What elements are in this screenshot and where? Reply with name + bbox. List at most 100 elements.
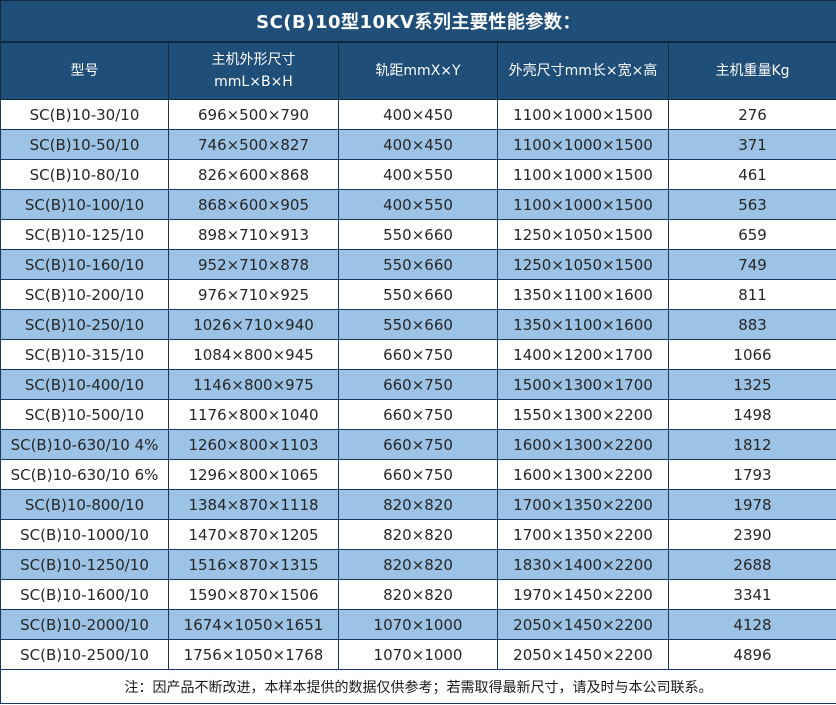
cell-rail-gauge: 550×660 (338, 219, 498, 250)
cell-main-dimensions: 1674×1050×1651 (168, 609, 339, 640)
cell-model: SC(B)10-630/10 6% (0, 459, 169, 490)
cell-main-dimensions: 952×710×878 (168, 249, 339, 280)
cell-main-dimensions: 898×710×913 (168, 219, 339, 250)
cell-main-dimensions: 1296×800×1065 (168, 459, 339, 490)
cell-shell-dimensions: 2050×1450×2200 (497, 609, 669, 640)
cell-model: SC(B)10-160/10 (0, 249, 169, 280)
cell-main-dimensions: 1384×870×1118 (168, 489, 339, 520)
cell-weight: 1325 (667, 369, 836, 400)
cell-rail-gauge: 660×750 (338, 429, 498, 460)
cell-main-dimensions: 1176×800×1040 (168, 399, 339, 430)
cell-rail-gauge: 550×660 (338, 279, 498, 310)
cell-shell-dimensions: 1100×1000×1500 (497, 189, 669, 220)
table-row: SC(B)10-315/10 1084×800×945 660×750 1400×12… (0, 339, 836, 370)
cell-weight: 1066 (667, 339, 836, 370)
cell-model: SC(B)10-400/10 (0, 369, 169, 400)
column-header-model: 型号 (0, 41, 169, 100)
cell-main-dimensions: 696×500×790 (168, 99, 339, 130)
column-header-shell-dimensions: 外壳尺寸mm长×宽×高 (497, 41, 669, 100)
cell-shell-dimensions: 1600×1300×2200 (497, 459, 669, 490)
note-row: 注：因产品不断改进，本样本提供的数据仅供参考；若需取得最新尺寸，请及时与本公司联… (0, 669, 836, 704)
table-row: SC(B)10-2000/10 1674×1050×1651 1070×1000 20… (0, 609, 836, 640)
cell-shell-dimensions: 1250×1050×1500 (497, 219, 669, 250)
cell-main-dimensions: 868×600×905 (168, 189, 339, 220)
table-row: SC(B)10-80/10 826×600×868 400×550 1100×1000… (0, 159, 836, 190)
column-header-label: 轨距mmX×Y (375, 62, 461, 79)
column-header-label: 主机重量Kg (715, 62, 790, 79)
cell-rail-gauge: 400×550 (338, 159, 498, 190)
cell-model: SC(B)10-200/10 (0, 279, 169, 310)
cell-main-dimensions: 1590×870×1506 (168, 579, 339, 610)
cell-model: SC(B)10-80/10 (0, 159, 169, 190)
table-row: SC(B)10-1600/10 1590×870×1506 820×820 1970×… (0, 579, 836, 610)
cell-weight: 659 (667, 219, 836, 250)
table-row: SC(B)10-160/10 952×710×878 550×660 1250×105… (0, 249, 836, 280)
cell-main-dimensions: 1146×800×975 (168, 369, 339, 400)
column-header-main-dimensions: 主机外形尺寸 mmL×B×H (168, 41, 339, 100)
cell-rail-gauge: 660×750 (338, 339, 498, 370)
cell-model: SC(B)10-2000/10 (0, 609, 169, 640)
cell-shell-dimensions: 1700×1350×2200 (497, 519, 669, 550)
cell-main-dimensions: 1756×1050×1768 (168, 639, 339, 670)
cell-shell-dimensions: 1500×1300×1700 (497, 369, 669, 400)
cell-model: SC(B)10-1250/10 (0, 549, 169, 580)
cell-shell-dimensions: 1250×1050×1500 (497, 249, 669, 280)
table-row: SC(B)10-125/10 898×710×913 550×660 1250×105… (0, 219, 836, 250)
cell-main-dimensions: 1516×870×1315 (168, 549, 339, 580)
cell-model: SC(B)10-100/10 (0, 189, 169, 220)
cell-weight: 371 (667, 129, 836, 160)
cell-weight: 1498 (667, 399, 836, 430)
cell-weight: 461 (667, 159, 836, 190)
cell-main-dimensions: 1470×870×1205 (168, 519, 339, 550)
cell-main-dimensions: 1026×710×940 (168, 309, 339, 340)
cell-rail-gauge: 820×820 (338, 489, 498, 520)
cell-rail-gauge: 550×660 (338, 249, 498, 280)
cell-rail-gauge: 660×750 (338, 459, 498, 490)
cell-model: SC(B)10-630/10 4% (0, 429, 169, 460)
cell-shell-dimensions: 1700×1350×2200 (497, 489, 669, 520)
table-row: SC(B)10-1000/10 1470×870×1205 820×820 1700×… (0, 519, 836, 550)
table-row: SC(B)10-250/10 1026×710×940 550×660 1350×11… (0, 309, 836, 340)
cell-shell-dimensions: 2050×1450×2200 (497, 639, 669, 670)
cell-model: SC(B)10-1600/10 (0, 579, 169, 610)
cell-weight: 563 (667, 189, 836, 220)
table-row: SC(B)10-30/10 696×500×790 400×450 1100×1000… (0, 99, 836, 130)
cell-weight: 1812 (667, 429, 836, 460)
column-header-label: 型号 (70, 62, 99, 79)
cell-main-dimensions: 1260×800×1103 (168, 429, 339, 460)
table-row: SC(B)10-630/10 4% 1260×800×1103 660×750 160… (0, 429, 836, 460)
cell-shell-dimensions: 1970×1450×2200 (497, 579, 669, 610)
column-header-label: 主机外形尺寸 (211, 51, 296, 68)
table-row: SC(B)10-800/10 1384×870×1118 820×820 1700×1… (0, 489, 836, 520)
cell-model: SC(B)10-50/10 (0, 129, 169, 160)
cell-rail-gauge: 660×750 (338, 369, 498, 400)
page-title: SC(B)10型10KV系列主要性能参数： (0, 0, 836, 43)
cell-weight: 811 (667, 279, 836, 310)
cell-weight: 1978 (667, 489, 836, 520)
cell-model: SC(B)10-2500/10 (0, 639, 169, 670)
cell-model: SC(B)10-500/10 (0, 399, 169, 430)
table-row: SC(B)10-1250/10 1516×870×1315 820×820 1830×… (0, 549, 836, 580)
cell-weight: 1793 (667, 459, 836, 490)
cell-model: SC(B)10-250/10 (0, 309, 169, 340)
cell-shell-dimensions: 1550×1300×2200 (497, 399, 669, 430)
cell-shell-dimensions: 1350×1100×1600 (497, 279, 669, 310)
table-row: SC(B)10-100/10 868×600×905 400×550 1100×100… (0, 189, 836, 220)
cell-shell-dimensions: 1100×1000×1500 (497, 159, 669, 190)
table-row: SC(B)10-400/10 1146×800×975 660×750 1500×13… (0, 369, 836, 400)
cell-shell-dimensions: 1600×1300×2200 (497, 429, 669, 460)
column-header-rail-gauge: 轨距mmX×Y (338, 41, 498, 100)
cell-main-dimensions: 976×710×925 (168, 279, 339, 310)
table-row: SC(B)10-2500/10 1756×1050×1768 1070×1000 20… (0, 639, 836, 670)
cell-rail-gauge: 1070×1000 (338, 639, 498, 670)
table-row: SC(B)10-500/10 1176×800×1040 660×750 1550×1… (0, 399, 836, 430)
cell-shell-dimensions: 1100×1000×1500 (497, 99, 669, 130)
cell-model: SC(B)10-800/10 (0, 489, 169, 520)
table-row: SC(B)10-200/10 976×710×925 550×660 1350×110… (0, 279, 836, 310)
cell-shell-dimensions: 1350×1100×1600 (497, 309, 669, 340)
cell-model: SC(B)10-30/10 (0, 99, 169, 130)
cell-weight: 2688 (667, 549, 836, 580)
cell-rail-gauge: 820×820 (338, 549, 498, 580)
